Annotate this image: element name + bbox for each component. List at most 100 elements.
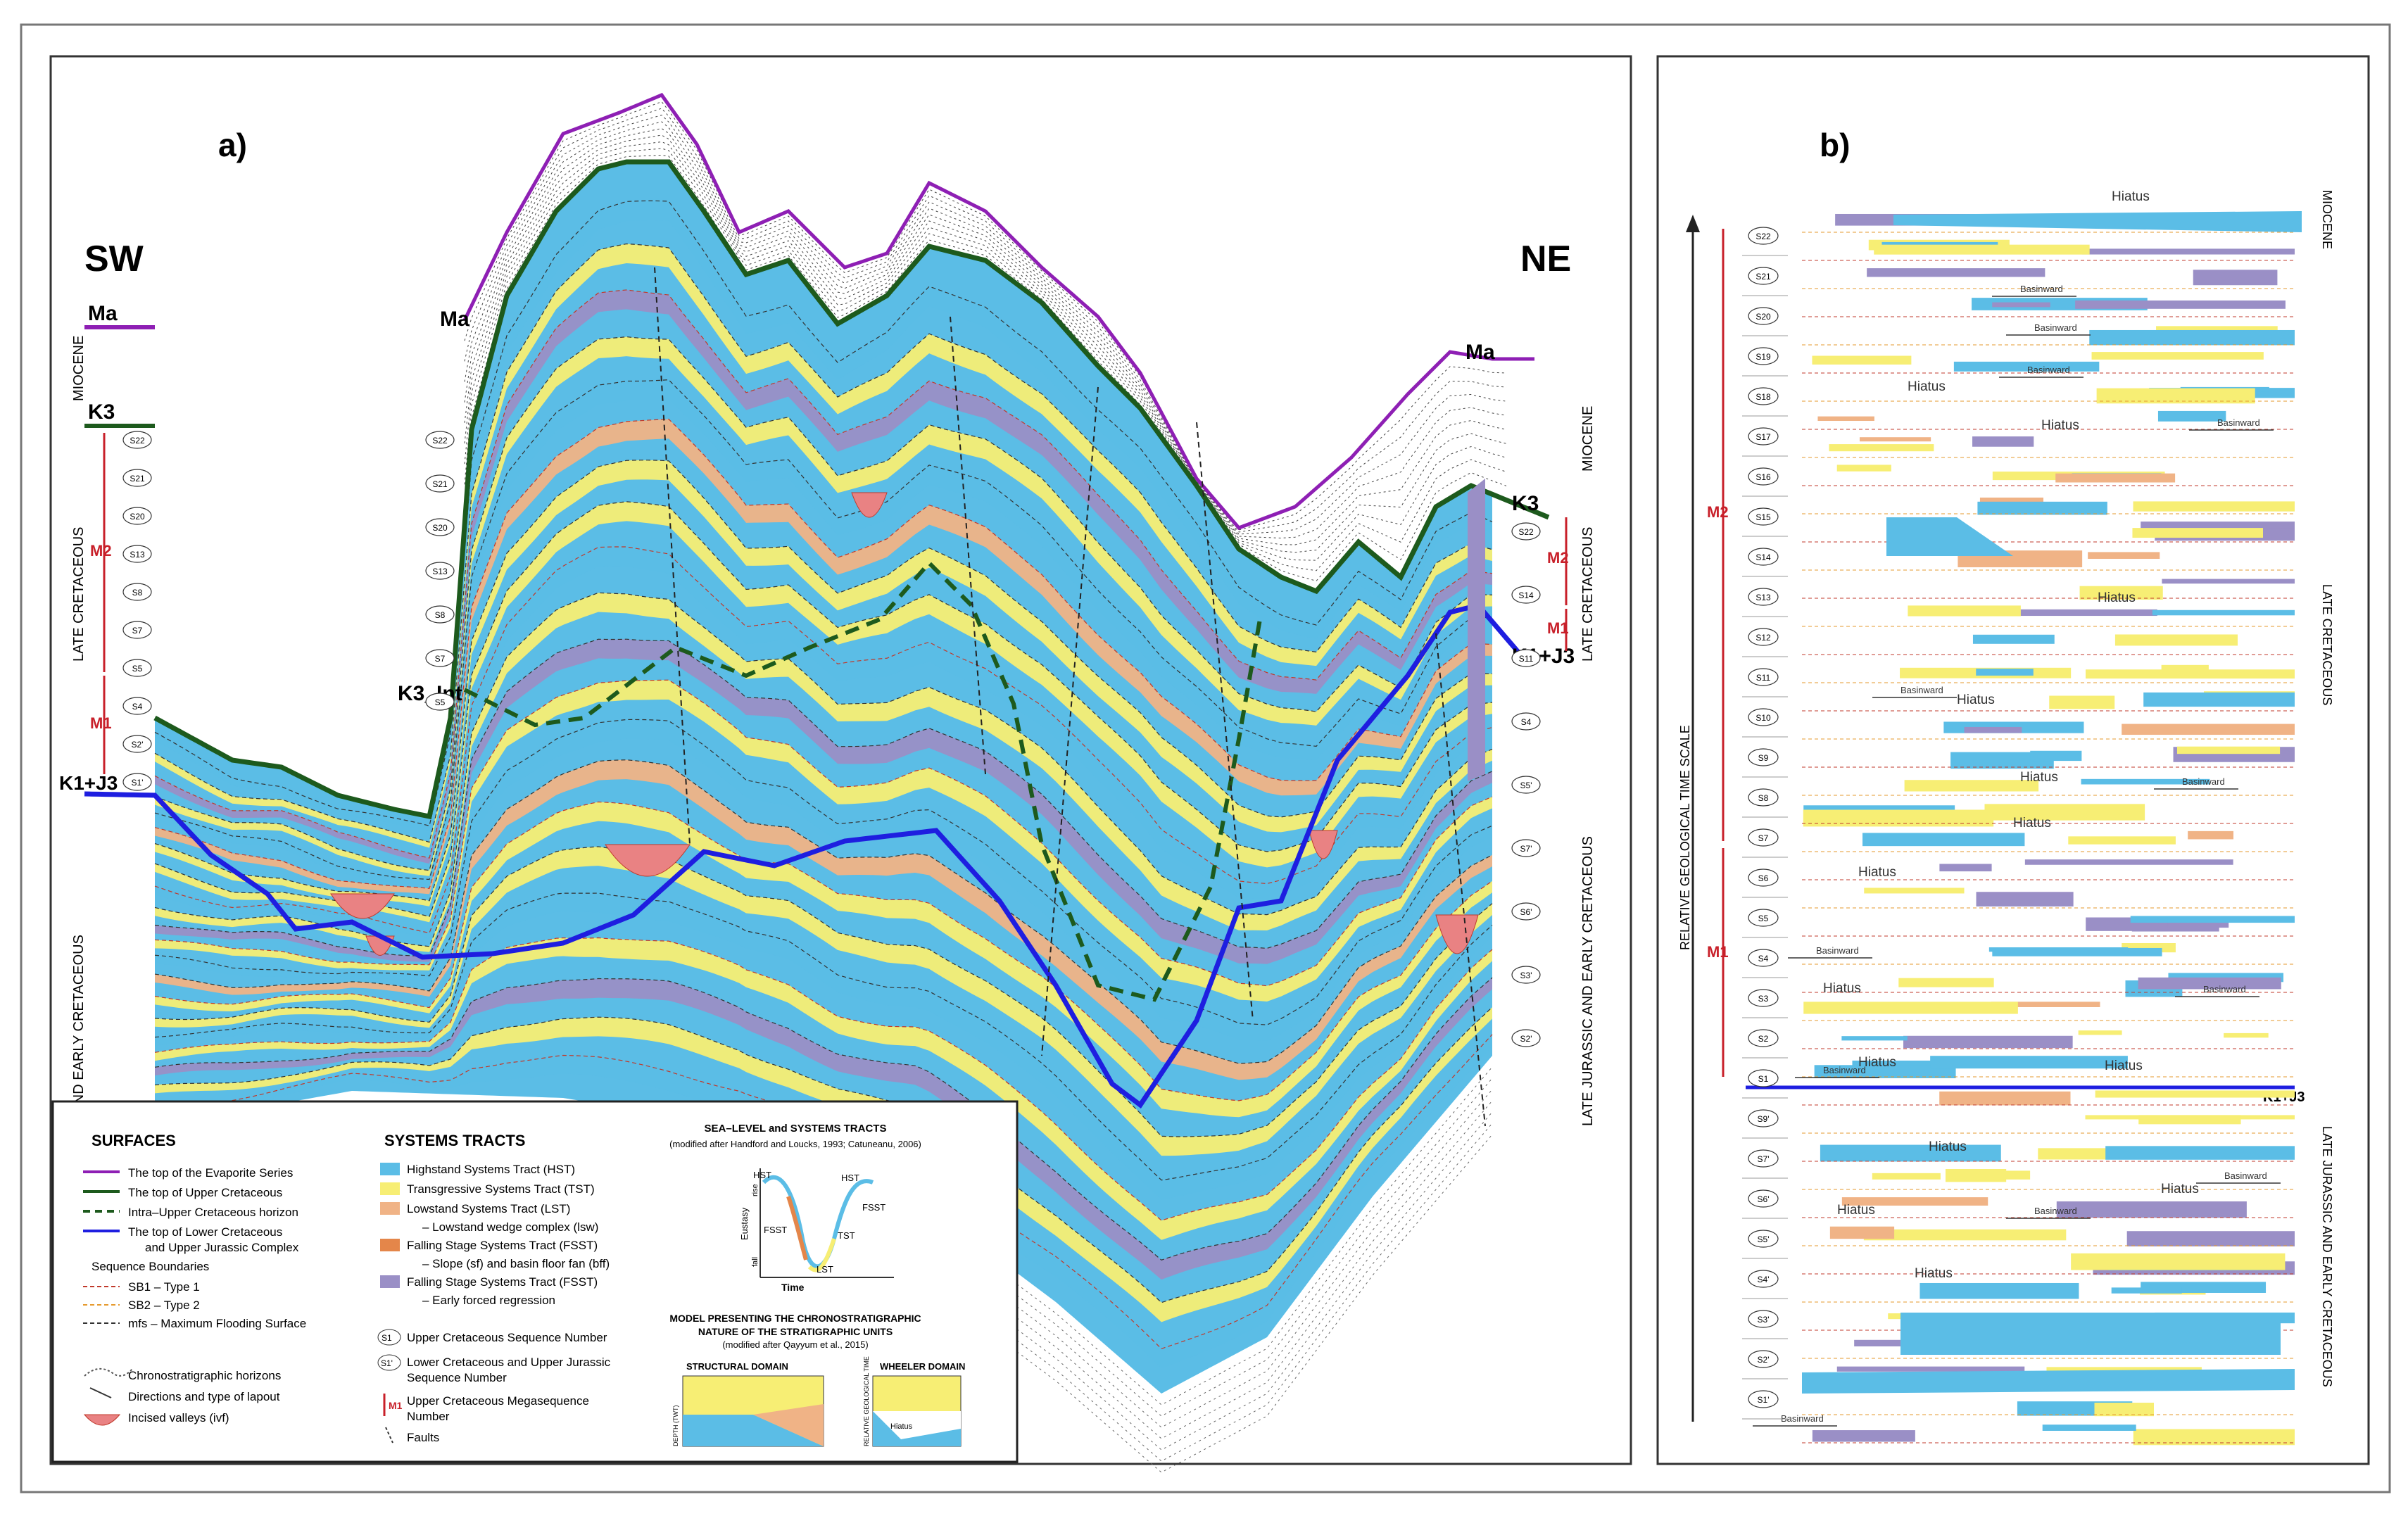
seq-oval-label: S5' [1520, 781, 1532, 790]
wheeler-unit [2094, 1403, 2154, 1417]
b-seq-oval [1748, 467, 1779, 486]
wheeler-unit [2133, 1429, 2295, 1446]
seq-oval [1511, 1029, 1541, 1047]
legend-surface-2: The top of Upper Cretaceous [128, 1186, 282, 1199]
basinward-label: Basinward [2034, 1206, 2077, 1216]
model-title2: NATURE OF THE STRATIGRAPHIC UNITS [698, 1326, 893, 1337]
wheeler-wedge [1886, 517, 2013, 556]
systems-7: Falling Stage Systems Tract (FSST) [407, 1275, 598, 1289]
sb2-label: SB2 – Type 2 [128, 1299, 200, 1312]
chrono-horizon [464, 121, 1507, 539]
b-seq-oval [1748, 307, 1779, 325]
rise-label: rise [751, 1184, 759, 1196]
horizon-line [154, 200, 1493, 827]
basinward-label: Basinward [2224, 1170, 2267, 1181]
seq-oval [425, 649, 455, 667]
seq-oval [1511, 649, 1541, 667]
legend-misc-3: Incised valleys (ivf) [128, 1411, 229, 1425]
b-seq-oval-label: S12 [1755, 633, 1771, 643]
panel-a: a) SW NE Ma K3 K1+J3 MIOCENE LATE CRETAC… [49, 55, 1632, 1473]
seq-num-2: Lower Cretaceous and Upper Jurassic [407, 1356, 611, 1369]
seq-oval [122, 621, 152, 639]
seq-oval-label: S8 [435, 610, 446, 620]
wheeler-unit [1836, 1366, 2025, 1372]
b-seq-oval-label: S3 [1758, 994, 1769, 1004]
wheeler-unit [1991, 1002, 2100, 1007]
wheeler-unit [1854, 1339, 1917, 1347]
seq-oval [425, 562, 455, 580]
curve-fsst2: FSST [862, 1202, 885, 1213]
horizon-line [154, 546, 1493, 934]
wheeler-unit [1977, 501, 2107, 515]
wheeler-unit [2122, 724, 2295, 735]
lapout-arrow-icon [89, 1387, 112, 1398]
seq-oval [122, 773, 152, 791]
chrono-horizon [464, 134, 1507, 553]
section-band [155, 759, 1492, 1080]
section-band [155, 680, 1492, 1002]
b-seq-oval-label: S14 [1755, 552, 1771, 562]
cross-section [84, 92, 1550, 1473]
section-band [155, 802, 1492, 1118]
wheeler-unit [2075, 300, 2286, 309]
seq-oval [122, 735, 152, 753]
evaporite-top-horizon [462, 92, 1534, 530]
seq-oval [425, 693, 455, 711]
sea-level-curve: HST HST FSST FSST TST LST Eustasy rise f… [739, 1168, 894, 1293]
seq-oval-label: S11 [1519, 654, 1534, 664]
left-miocene-label: MIOCENE [71, 336, 87, 401]
mid-seq-ovals: S22 S21 S20 S13 S8 S7 S5 [425, 431, 455, 711]
seq-num-5: Number [407, 1410, 450, 1423]
wheeler-unit [2024, 859, 2233, 865]
fault-line [1435, 633, 1486, 1127]
tst-curve-seg [807, 1238, 836, 1272]
wheeler-unit [1969, 609, 2157, 617]
wheeler-unit [1874, 244, 2090, 255]
wheeler-unit [1953, 361, 2100, 372]
wheeler-unit [2049, 695, 2115, 709]
tst-swatch [380, 1182, 400, 1195]
legend-misc-2: Directions and type of lapout [128, 1390, 280, 1403]
wheeler-unit [1803, 1002, 2018, 1014]
seq-oval-label: S3' [1520, 971, 1532, 980]
seq-oval-label: S7 [435, 654, 446, 664]
legend-surface-1: The top of the Evaporite Series [128, 1166, 293, 1180]
seq-num-3: Sequence Number [407, 1371, 507, 1384]
seq-oval [122, 697, 152, 715]
fault-line [1196, 422, 1254, 1021]
hiatus-label: Hiatus [2161, 1182, 2199, 1196]
seq-oval-label: S22 [1518, 527, 1534, 537]
model-title: MODEL PRESENTING THE CHRONOSTRATIGRAPHIC [669, 1313, 921, 1324]
time-label: Time [781, 1282, 805, 1293]
seq-oval [425, 431, 455, 449]
seq-oval-label: S21 [130, 474, 145, 484]
seq-oval [122, 583, 152, 601]
chrono-horizon [464, 101, 1507, 531]
wheeler-unit [2086, 669, 2295, 679]
b-seq-oval [1748, 1230, 1779, 1248]
wheeler-unit [1817, 416, 1874, 422]
seq-oval [425, 605, 455, 624]
b-seq-oval-label: S1 [1758, 1074, 1769, 1084]
b-seq-oval [1748, 548, 1779, 566]
b-seq-oval [1748, 989, 1779, 1007]
seq-sym-1: S1 [382, 1333, 392, 1343]
sea-level-title: SEA–LEVEL and SYSTEMS TRACTS [705, 1123, 887, 1135]
wheeler-unit [1864, 888, 1965, 894]
fault-line [1041, 386, 1099, 1056]
wheeler-unit [2081, 248, 2295, 255]
wheeler-unit [1841, 1036, 1908, 1041]
b-seq-oval-label: S8 [1758, 793, 1769, 803]
wheeler-unit [2071, 1253, 2286, 1270]
wheeler-unit [1859, 437, 1931, 442]
b-seq-oval-label: S16 [1755, 472, 1771, 482]
wheeler-unit [1972, 634, 2055, 644]
wheeler-unit [2078, 1030, 2122, 1035]
ne-edge-block [1468, 479, 1485, 781]
b-seq-oval-label: S11 [1756, 673, 1771, 683]
chrono-horizon [464, 148, 1507, 571]
eustasy-label: Eustasy [739, 1207, 750, 1240]
m2-right-label: M2 [1547, 549, 1569, 567]
horizon-line [154, 719, 1493, 1025]
seq-oval-label: S4 [132, 702, 143, 712]
